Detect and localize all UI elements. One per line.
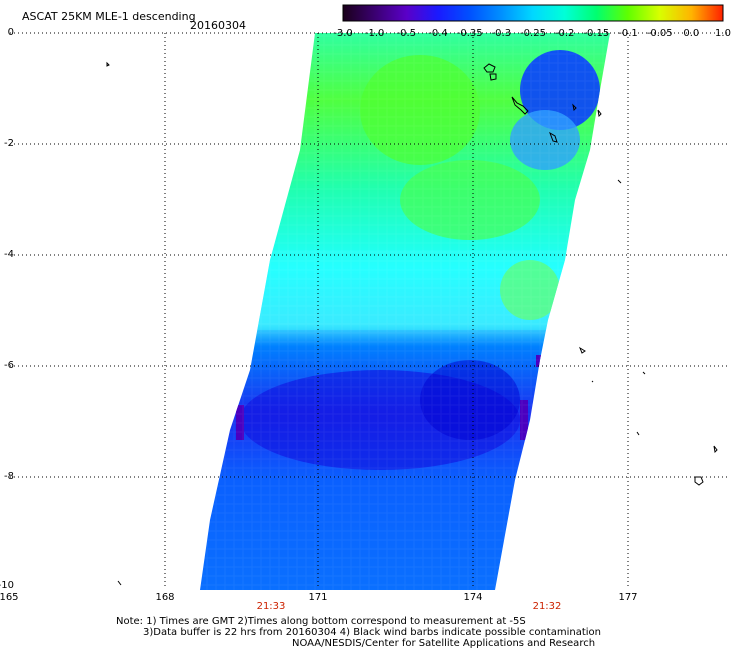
note-line-3: NOAA/NESDIS/Center for Satellite Applica… <box>292 638 596 649</box>
x-tick-label: 171 <box>308 592 328 603</box>
colorbar-label: -0.5 <box>396 28 417 39</box>
note-line-1: Note: 1) Times are GMT 2)Times along bot… <box>116 616 526 627</box>
y-tick-label: -6 <box>4 360 14 371</box>
colorbar-label: -0.2 <box>554 28 575 39</box>
colorbar-label: -3.0 <box>333 28 353 39</box>
x-tick-label: 168 <box>155 592 175 603</box>
colorbar-label: 0.0 <box>683 28 700 39</box>
swath <box>200 33 610 590</box>
coastlines <box>106 61 718 586</box>
colorbar-label: 1.0 <box>715 28 731 39</box>
y-tick-label: -4 <box>4 249 14 260</box>
note-line-2: 3)Data buffer is 22 hrs from 20160304 4)… <box>143 627 601 638</box>
colorbar-ramp <box>342 4 724 22</box>
y-tick-label: -8 <box>4 471 14 482</box>
map-date: 20160304 <box>190 19 246 32</box>
graticule <box>10 32 728 588</box>
y-tick-label: -10 <box>0 580 14 591</box>
x-tick-label: 177 <box>618 592 638 603</box>
x-tick-label: 174 <box>463 592 483 603</box>
colorbar-label: -0.4 <box>428 28 448 39</box>
colorbar-label: -0.25 <box>520 28 546 39</box>
colorbar-label: -0.1 <box>618 28 638 39</box>
colorbar-label: -0.05 <box>646 28 673 39</box>
colorbar-label: -0.15 <box>583 28 610 39</box>
map-title: ASCAT 25KM MLE-1 descending <box>22 10 196 23</box>
y-tick-label: -2 <box>4 138 14 149</box>
time-label: 21:32 <box>532 601 562 612</box>
colorbar-label: -0.35 <box>456 28 483 39</box>
x-tick-label: 165 <box>0 592 19 603</box>
time-label: 21:33 <box>256 601 286 612</box>
colorbar-label: -1.0 <box>364 28 385 39</box>
y-tick-label: 0 <box>7 27 14 38</box>
colorbar-label: -0.3 <box>491 28 512 39</box>
colorbar <box>342 4 724 22</box>
